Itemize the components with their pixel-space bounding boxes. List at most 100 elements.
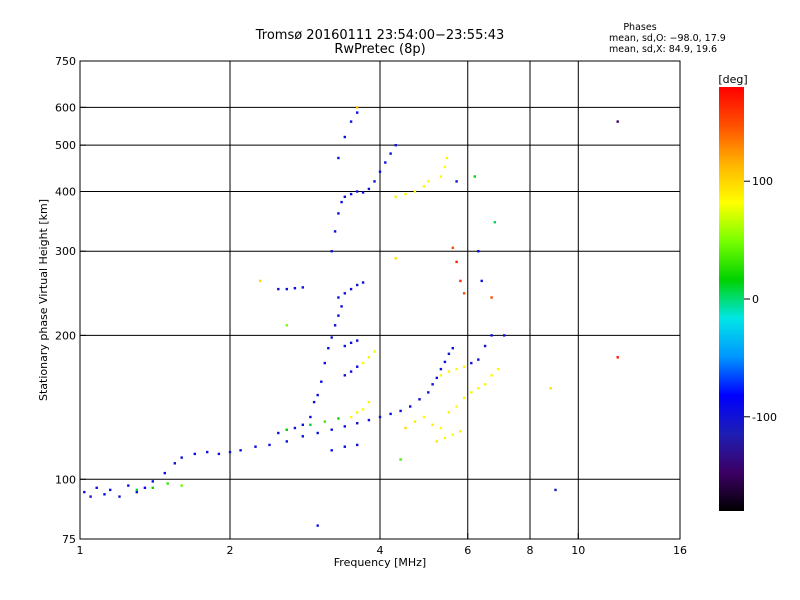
data-point <box>356 106 359 109</box>
data-point <box>462 292 466 295</box>
data-point <box>413 190 417 193</box>
data-point <box>451 433 454 436</box>
data-point <box>180 456 183 459</box>
data-point <box>503 334 506 337</box>
data-point <box>384 161 387 164</box>
data-point <box>616 120 619 123</box>
data-point <box>427 180 430 183</box>
data-point <box>349 287 353 291</box>
data-point <box>239 449 242 452</box>
data-point <box>389 412 392 416</box>
data-point <box>477 250 480 253</box>
data-point <box>443 165 447 169</box>
data-point <box>356 111 359 114</box>
y-tick-label: 75 <box>62 533 76 546</box>
data-point <box>404 192 407 196</box>
data-point <box>356 339 359 342</box>
data-point <box>316 431 319 435</box>
data-point <box>337 417 340 420</box>
data-point <box>333 324 337 327</box>
chart-title: Tromsø 20160111 23:54:00−23:55:43 <box>255 28 505 43</box>
data-point <box>109 488 112 492</box>
gridlines <box>80 61 680 539</box>
data-point <box>356 411 359 414</box>
data-point <box>180 484 183 487</box>
x-tick-label: 8 <box>527 544 534 557</box>
data-point <box>337 296 340 299</box>
y-tick-label: 500 <box>55 139 76 152</box>
data-point <box>422 185 426 188</box>
data-point <box>477 358 480 361</box>
stats-line-o: mean, sd,O: −98.0, 17.9 <box>609 33 726 44</box>
data-point <box>293 287 297 290</box>
data-point <box>480 279 483 283</box>
data-point <box>356 283 359 287</box>
colorbar-tick-label: 0 <box>752 293 759 306</box>
data-point <box>378 170 382 173</box>
data-point <box>151 486 154 489</box>
data-point <box>83 490 86 494</box>
data-point <box>193 452 196 456</box>
data-point <box>445 156 449 160</box>
y-tick-label: 300 <box>55 245 76 258</box>
data-point <box>616 356 619 359</box>
data-point <box>435 440 438 443</box>
data-point <box>337 314 340 317</box>
data-point <box>135 490 138 494</box>
data-point <box>439 175 443 178</box>
y-axis-label: Stationary phase Virtual Height [km] <box>37 199 50 401</box>
data-point <box>451 246 454 249</box>
colorbar-tick-label: 100 <box>752 175 773 188</box>
data-point <box>316 524 319 527</box>
data-point <box>418 398 421 401</box>
data-point <box>343 344 346 348</box>
data-point <box>285 440 288 443</box>
data-point <box>127 484 130 487</box>
data-point <box>166 482 169 485</box>
data-point <box>349 120 353 123</box>
data-point <box>103 493 106 496</box>
data-point <box>301 423 304 426</box>
data-point <box>455 367 458 371</box>
data-point <box>361 191 365 194</box>
data-point <box>327 347 330 350</box>
data-point <box>490 334 493 337</box>
data-point <box>330 449 333 452</box>
data-point <box>447 352 451 355</box>
data-point <box>367 400 371 404</box>
data-point <box>277 287 280 291</box>
data-point <box>135 488 138 492</box>
colorbar-ticks: -100 0 100 <box>744 175 777 424</box>
axis-ticks: 1 2 4 6 8 10 16 75 100 200 300 400 500 600 750 <box>55 55 687 557</box>
data-point <box>330 336 333 339</box>
data-point <box>451 347 454 350</box>
x-axis-label: Frequency [MHz] <box>334 556 426 569</box>
data-point <box>367 187 371 191</box>
y-tick-label: 100 <box>55 473 76 486</box>
data-point <box>356 365 359 368</box>
data-point <box>361 408 365 411</box>
data-point <box>447 411 451 414</box>
y-tick-label: 750 <box>55 55 76 68</box>
data-point <box>394 144 397 147</box>
colorbar-tick-label: -100 <box>752 411 777 424</box>
y-tick-label: 400 <box>55 185 76 198</box>
colorbar-label: [deg] <box>718 73 747 86</box>
data-point <box>435 376 438 380</box>
data-point <box>333 230 337 233</box>
data-point <box>349 415 353 419</box>
data-point <box>394 257 397 260</box>
data-point <box>361 361 365 365</box>
data-point <box>389 152 392 155</box>
data-point <box>462 396 466 400</box>
data-point <box>349 192 353 196</box>
data-point <box>443 436 447 440</box>
data-point <box>309 415 312 419</box>
data-point <box>455 180 458 183</box>
data-point <box>373 180 376 183</box>
data-point <box>477 387 480 390</box>
data-point <box>337 156 340 160</box>
data-point <box>490 296 493 299</box>
data-point <box>399 458 402 461</box>
